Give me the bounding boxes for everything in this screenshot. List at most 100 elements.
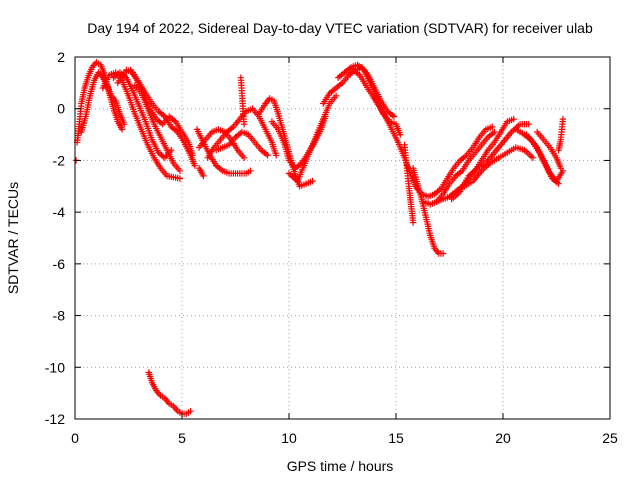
data-point-trail bbox=[90, 60, 99, 69]
data-point-trail bbox=[173, 120, 184, 134]
data-point-trail bbox=[82, 76, 91, 90]
data-point-trail bbox=[441, 182, 452, 196]
data-point-trail bbox=[497, 150, 509, 160]
data-point-trail bbox=[221, 168, 231, 176]
data-point bbox=[529, 154, 537, 161]
series-track-16 bbox=[268, 113, 329, 172]
data-point-trail bbox=[383, 115, 394, 131]
data-point bbox=[118, 126, 126, 133]
data-point-trail bbox=[171, 404, 180, 413]
x-tick-label: 0 bbox=[71, 430, 79, 446]
data-point-trail bbox=[83, 94, 93, 118]
data-point bbox=[332, 92, 340, 99]
plot-frame bbox=[74, 56, 611, 420]
data-point-trail bbox=[293, 161, 304, 171]
data-point-trail bbox=[287, 159, 297, 170]
data-point-trail bbox=[197, 138, 208, 149]
data-point-trail bbox=[480, 135, 490, 147]
data-point-trail bbox=[109, 94, 118, 103]
data-point-trail bbox=[253, 141, 263, 152]
data-point-trail bbox=[473, 143, 484, 154]
data-point-trail bbox=[498, 120, 510, 134]
series-track-8 bbox=[131, 82, 184, 174]
y-axis-label: SDTVAR / TECUs bbox=[5, 182, 21, 294]
data-point-trail bbox=[524, 133, 535, 144]
data-point-trail bbox=[205, 146, 216, 159]
data-point-trail bbox=[413, 185, 424, 196]
data-point-trail bbox=[197, 166, 206, 178]
data-point-trail bbox=[240, 129, 250, 137]
data-point-trail bbox=[126, 94, 138, 115]
x-tick-label: 15 bbox=[388, 430, 404, 446]
data-point-trail bbox=[467, 166, 479, 178]
data-point-trail bbox=[228, 170, 239, 177]
data-point-trail bbox=[117, 112, 127, 126]
data-point-trail bbox=[236, 170, 248, 177]
data-point-trail bbox=[259, 148, 270, 158]
data-point-trail bbox=[217, 127, 226, 135]
data-point-trail bbox=[423, 216, 433, 237]
data-point-trail bbox=[484, 151, 497, 165]
data-point-trail bbox=[125, 67, 134, 75]
data-point-trail bbox=[137, 81, 148, 95]
data-point bbox=[121, 121, 128, 128]
data-point bbox=[273, 152, 280, 159]
data-point-trail bbox=[236, 148, 246, 160]
data-point-trail bbox=[554, 156, 564, 170]
data-point-trail bbox=[152, 156, 163, 170]
data-point-trail bbox=[221, 142, 231, 150]
data-point-trail bbox=[156, 150, 167, 160]
data-point-trail bbox=[214, 163, 225, 173]
data-point-trail bbox=[336, 70, 347, 80]
data-point-trail bbox=[257, 102, 268, 115]
data-point-trail bbox=[212, 138, 223, 149]
data-point-trail bbox=[354, 65, 363, 73]
data-point-trail bbox=[328, 94, 338, 105]
data-point-trail bbox=[393, 123, 403, 136]
data-point-trail bbox=[295, 164, 307, 183]
series-track-10 bbox=[193, 126, 254, 177]
data-point-trail bbox=[111, 107, 121, 123]
data-point-trail bbox=[139, 128, 150, 146]
series-track-13 bbox=[213, 128, 271, 159]
data-point-trail bbox=[78, 87, 88, 105]
data-point-trail bbox=[256, 115, 268, 131]
data-point-trail bbox=[357, 74, 368, 87]
data-point-trail bbox=[321, 102, 332, 120]
data-point-trail bbox=[389, 128, 401, 144]
data-point-trail bbox=[368, 81, 379, 100]
data-point-trail bbox=[361, 68, 373, 84]
series-track-21 bbox=[401, 141, 417, 226]
data-point-trail bbox=[298, 181, 308, 189]
data-point-trail bbox=[557, 128, 565, 141]
data-point-trail bbox=[542, 138, 552, 149]
series-track-5 bbox=[110, 69, 175, 161]
data-point-trail bbox=[506, 116, 515, 124]
data-point-trail bbox=[98, 63, 108, 77]
data-point-trail bbox=[452, 159, 462, 170]
data-point-trail bbox=[548, 146, 559, 159]
data-point-trail bbox=[377, 105, 388, 118]
data-point-trail bbox=[154, 389, 163, 398]
data-point-trail bbox=[136, 105, 148, 123]
data-point-trail bbox=[514, 144, 526, 153]
data-point-trail bbox=[145, 143, 157, 159]
data-point-trail bbox=[427, 191, 436, 199]
data-point-trail bbox=[328, 86, 338, 96]
data-point-trail bbox=[188, 154, 198, 167]
data-point-trail bbox=[558, 118, 566, 130]
data-point-trail bbox=[519, 121, 530, 128]
data-point-trail bbox=[269, 141, 279, 157]
data-point-trail bbox=[492, 130, 503, 144]
data-point-trail bbox=[479, 149, 490, 162]
data-point-trail bbox=[465, 146, 475, 157]
data-point-trail bbox=[111, 70, 122, 80]
data-point-trail bbox=[427, 234, 437, 250]
data-point-trail bbox=[171, 161, 182, 172]
data-point-trail bbox=[484, 124, 494, 132]
y-tick-label: -4 bbox=[53, 204, 66, 220]
series-track-32 bbox=[145, 369, 194, 417]
data-point-trail bbox=[163, 396, 171, 405]
data-point-trail bbox=[435, 196, 445, 205]
series-track-7 bbox=[123, 66, 198, 169]
